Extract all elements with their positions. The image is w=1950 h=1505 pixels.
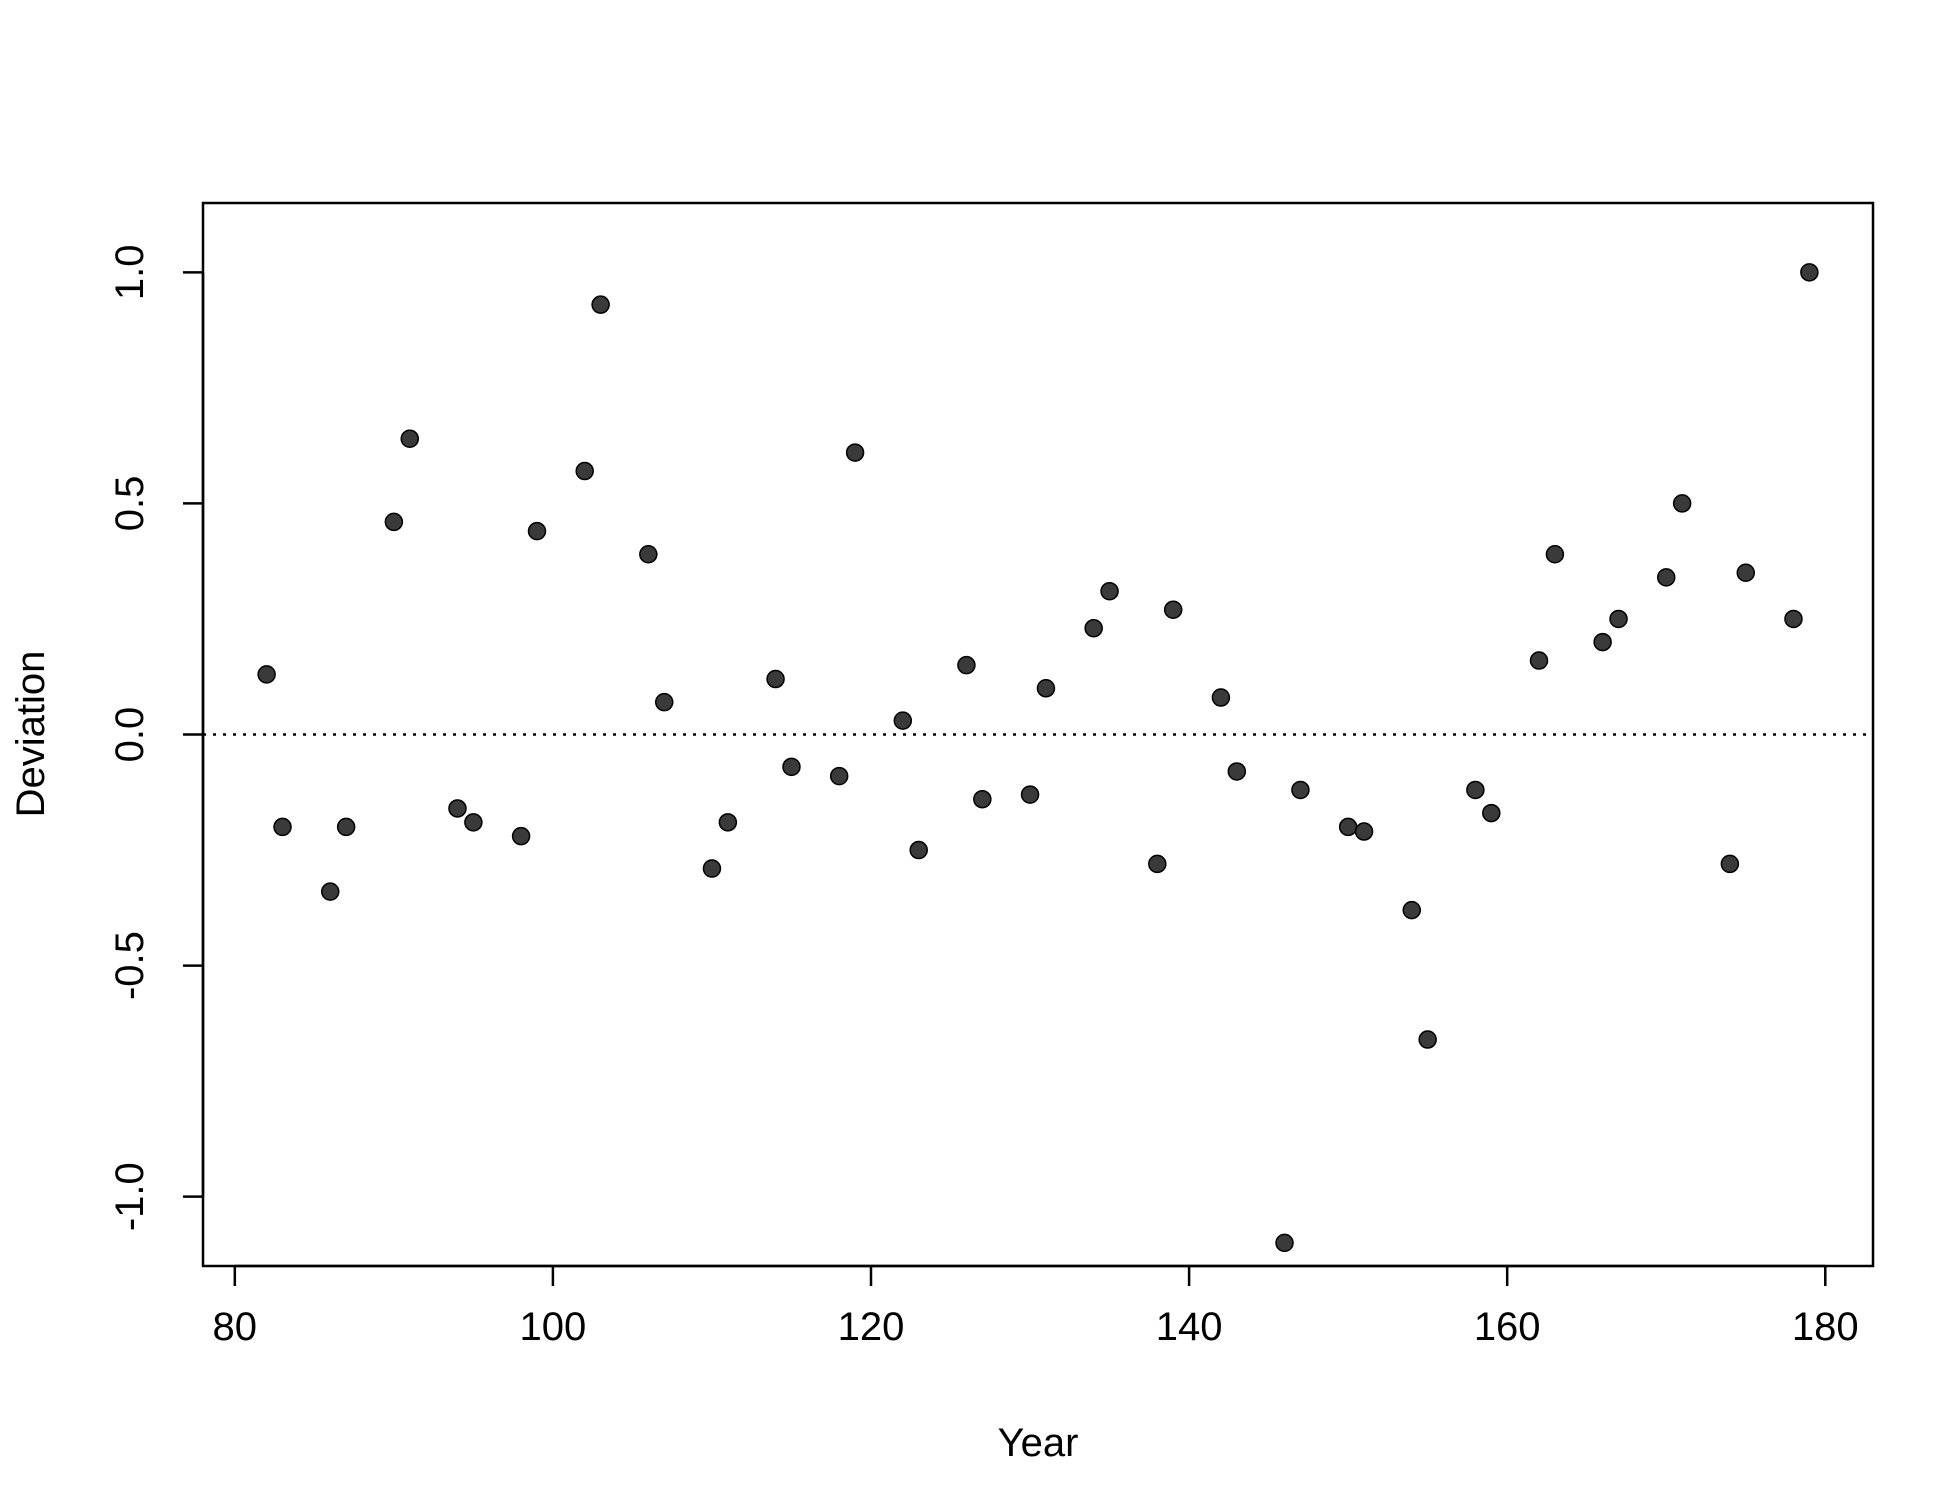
x-axis-title: Year bbox=[998, 1421, 1079, 1465]
y-tick-label: -1.0 bbox=[108, 1162, 152, 1231]
data-point bbox=[1482, 803, 1501, 823]
data-point bbox=[639, 545, 658, 564]
data-point bbox=[591, 295, 610, 314]
data-point bbox=[1036, 679, 1056, 698]
data-point bbox=[527, 521, 547, 541]
x-tick-label: 80 bbox=[213, 1305, 258, 1349]
data-point bbox=[1275, 1233, 1294, 1253]
data-point bbox=[257, 665, 276, 684]
data-point bbox=[1291, 780, 1310, 800]
data-point bbox=[1609, 609, 1628, 629]
data-point bbox=[1800, 263, 1819, 282]
x-tick-label: 160 bbox=[1474, 1305, 1541, 1349]
data-point bbox=[1227, 762, 1247, 781]
y-tick-label: 0.5 bbox=[108, 476, 152, 532]
data-point bbox=[782, 757, 801, 777]
x-tick-label: 140 bbox=[1156, 1305, 1223, 1349]
data-point bbox=[702, 859, 722, 878]
data-point bbox=[1084, 618, 1103, 638]
data-point bbox=[766, 669, 785, 689]
data-point bbox=[1466, 780, 1485, 800]
data-point bbox=[1148, 854, 1167, 874]
data-point bbox=[1402, 900, 1422, 920]
data-points bbox=[257, 263, 1819, 1253]
data-point bbox=[957, 655, 976, 675]
data-point bbox=[718, 813, 738, 832]
data-point bbox=[1720, 854, 1740, 874]
data-point bbox=[654, 692, 674, 712]
data-point bbox=[1100, 581, 1119, 601]
data-point bbox=[1163, 600, 1183, 619]
x-axis: 80 100 120 140 160 180 bbox=[213, 1264, 1859, 1349]
data-point bbox=[1338, 817, 1358, 837]
data-point bbox=[464, 813, 483, 832]
data-point bbox=[1529, 651, 1549, 670]
data-point bbox=[1211, 688, 1231, 707]
data-point bbox=[1020, 785, 1040, 804]
data-point bbox=[511, 826, 531, 846]
data-point bbox=[909, 840, 928, 860]
y-axis-title: Deviation bbox=[9, 651, 53, 818]
data-point bbox=[1672, 494, 1692, 513]
data-point bbox=[893, 711, 913, 730]
data-point bbox=[448, 799, 467, 818]
data-point bbox=[575, 461, 594, 481]
data-point bbox=[336, 817, 356, 837]
data-point bbox=[400, 429, 420, 448]
data-point bbox=[1656, 568, 1676, 587]
y-axis: -1.0 -0.5 0.0 0.5 1.0 bbox=[108, 245, 205, 1231]
data-point bbox=[1784, 609, 1803, 629]
data-point bbox=[1593, 632, 1612, 652]
data-point bbox=[973, 789, 992, 809]
data-point bbox=[273, 817, 292, 837]
y-tick-label: 1.0 bbox=[108, 245, 152, 301]
data-point bbox=[384, 512, 404, 532]
data-point bbox=[320, 882, 340, 901]
data-point bbox=[1418, 1030, 1437, 1049]
x-tick-label: 180 bbox=[1792, 1305, 1859, 1349]
data-point bbox=[829, 766, 849, 786]
y-tick-label: -0.5 bbox=[108, 931, 152, 1000]
y-tick-label: 0.0 bbox=[108, 707, 152, 763]
x-tick-label: 100 bbox=[520, 1305, 587, 1349]
x-tick-label: 120 bbox=[838, 1305, 905, 1349]
data-point bbox=[1736, 563, 1756, 582]
data-point bbox=[1354, 822, 1374, 841]
data-point bbox=[845, 443, 865, 462]
data-point bbox=[1545, 545, 1565, 564]
